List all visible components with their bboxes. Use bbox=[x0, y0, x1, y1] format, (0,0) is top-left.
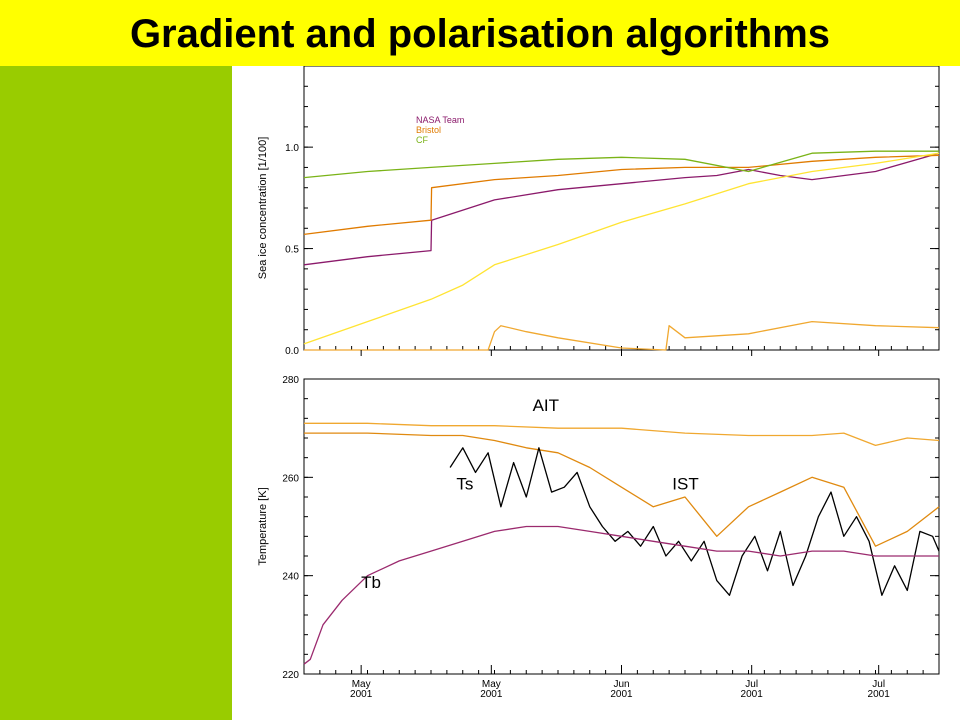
annotation-ist: IST bbox=[672, 475, 698, 494]
series-line-unnamed bbox=[304, 320, 940, 351]
y-tick-label: 240 bbox=[282, 572, 299, 583]
series-line-tb bbox=[303, 525, 939, 665]
x-tick-label-year: 2001 bbox=[350, 689, 373, 700]
y-tick-label: 0.0 bbox=[285, 346, 299, 357]
y-tick-label: 0.5 bbox=[285, 245, 299, 256]
series-line-cf bbox=[303, 150, 939, 179]
charts-area: 0.0 0.5 1.0 Sea ice concentration [1/100] NA… bbox=[257, 66, 940, 700]
green-sidebar bbox=[0, 66, 232, 720]
page-title: Gradient and polarisation algorithms bbox=[129, 12, 831, 56]
plot-frame bbox=[303, 66, 940, 351]
legend-entry: NASA Team bbox=[416, 115, 464, 125]
legend-entry: CF bbox=[416, 135, 428, 145]
x-tick-label-month: Jun bbox=[613, 679, 629, 690]
y-axis-label: Temperature [K] bbox=[257, 487, 269, 565]
x-tick-label-month: Jul bbox=[745, 679, 758, 690]
y-tick-label: 280 bbox=[282, 375, 299, 386]
legend-entry: Bristol bbox=[416, 125, 441, 135]
plot-frame bbox=[303, 378, 940, 675]
x-tick-label-year: 2001 bbox=[741, 689, 764, 700]
series-line-unnamed bbox=[303, 152, 940, 345]
y-tick-label: 220 bbox=[282, 670, 299, 681]
y-axis-label: Sea ice concentration [1/100] bbox=[257, 137, 269, 279]
annotation-ait: AIT bbox=[533, 396, 559, 415]
annotation-tb: Tb bbox=[361, 573, 381, 592]
x-tick-label-month: May bbox=[482, 679, 501, 690]
x-tick-label-year: 2001 bbox=[480, 689, 503, 700]
annotation-ts: Ts bbox=[456, 475, 473, 494]
x-tick-label-year: 2001 bbox=[610, 689, 633, 700]
sea-ice-chart: 0.0 0.5 1.0 Sea ice concentration [1/100] NA… bbox=[257, 66, 940, 357]
title-banner: Gradient and polarisation algorithms bbox=[0, 0, 960, 66]
y-tick-label: 1.0 bbox=[285, 143, 299, 154]
series-line-ait bbox=[304, 422, 940, 447]
series-line-ist bbox=[304, 432, 940, 547]
x-tick-label-month: May bbox=[352, 679, 371, 690]
series-line-ts bbox=[449, 447, 940, 596]
y-tick-label: 260 bbox=[282, 473, 299, 484]
series-line-nasa-team bbox=[303, 152, 940, 266]
x-tick-label-year: 2001 bbox=[868, 689, 891, 700]
x-tick-label-month: Jul bbox=[872, 679, 885, 690]
series-line-bristol bbox=[303, 154, 940, 236]
